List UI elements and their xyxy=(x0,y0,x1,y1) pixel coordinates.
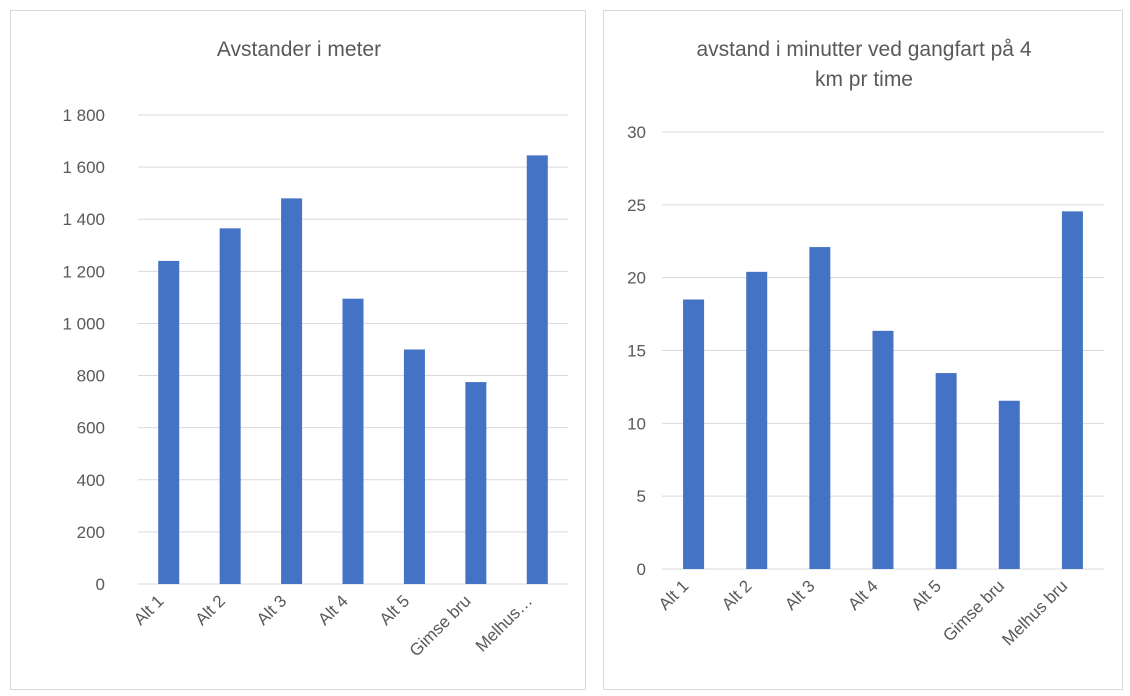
bar xyxy=(935,373,957,569)
y-tick-label: 0 xyxy=(637,560,646,579)
y-tick-label: 5 xyxy=(637,487,646,506)
bar xyxy=(158,260,180,584)
x-category-label: Gimse bru xyxy=(939,576,1008,645)
bar xyxy=(526,155,548,584)
chart-title-line-1: Avstander i meter xyxy=(217,38,381,61)
y-tick-label: 1 400 xyxy=(62,210,105,229)
chart-svg-walking-minutes: avstand i minutter ved gangfart på 4 km p… xyxy=(627,38,1104,649)
x-category-label: Alt 1 xyxy=(655,576,692,613)
x-category-label: Alt 1 xyxy=(130,591,167,628)
x-category-label: Alt 2 xyxy=(718,576,755,613)
bar xyxy=(219,228,241,584)
x-category-label: Alt 4 xyxy=(314,591,351,628)
x-category-label: Alt 3 xyxy=(781,576,818,613)
x-category-label: Gimse bru xyxy=(406,591,475,660)
x-category-label: Alt 5 xyxy=(907,576,944,613)
y-tick-label: 30 xyxy=(627,123,646,142)
chart-title-line-1: avstand i minutter ved gangfart på 4 xyxy=(696,38,1031,61)
bar xyxy=(465,382,487,584)
chart-svg-distance-meters: Avstander i meter 0 200 400 600 800 1 000 1 200… xyxy=(62,38,568,660)
y-tick-label: 10 xyxy=(627,414,646,433)
x-category-label: Melhus bru xyxy=(998,576,1071,649)
y-tick-label: 800 xyxy=(77,367,105,386)
y-tick-label: 25 xyxy=(627,196,646,215)
bar xyxy=(281,198,303,584)
bar xyxy=(1061,211,1083,569)
y-tick-label: 600 xyxy=(77,419,105,438)
chart-title-line-2: km pr time xyxy=(815,68,913,91)
bar xyxy=(872,330,894,569)
y-tick-label: 200 xyxy=(77,523,105,542)
bar xyxy=(342,298,364,584)
y-tick-label: 1 200 xyxy=(62,262,105,281)
bar xyxy=(746,271,768,569)
y-tick-label: 0 xyxy=(96,575,105,594)
chart-panel-walking-minutes: avstand i minutter ved gangfart på 4 km p… xyxy=(603,10,1123,690)
bar xyxy=(998,400,1020,569)
y-tick-label: 1 000 xyxy=(62,314,105,333)
y-tick-label: 20 xyxy=(627,269,646,288)
x-category-label: Alt 5 xyxy=(376,591,413,628)
x-category-label: Alt 2 xyxy=(191,591,228,628)
x-category-label: Alt 3 xyxy=(253,591,290,628)
bar xyxy=(683,299,705,569)
bar xyxy=(403,349,425,584)
y-tick-label: 15 xyxy=(627,342,646,361)
y-tick-label: 400 xyxy=(77,471,105,490)
chart-panel-distance-meters: Avstander i meter 0 200 400 600 800 1 000 1 200… xyxy=(10,10,586,690)
x-category-label: Alt 4 xyxy=(844,576,881,613)
x-category-label: Melhus… xyxy=(472,591,536,655)
bar xyxy=(809,247,831,569)
y-tick-label: 1 600 xyxy=(62,158,105,177)
y-tick-label: 1 800 xyxy=(62,106,105,125)
